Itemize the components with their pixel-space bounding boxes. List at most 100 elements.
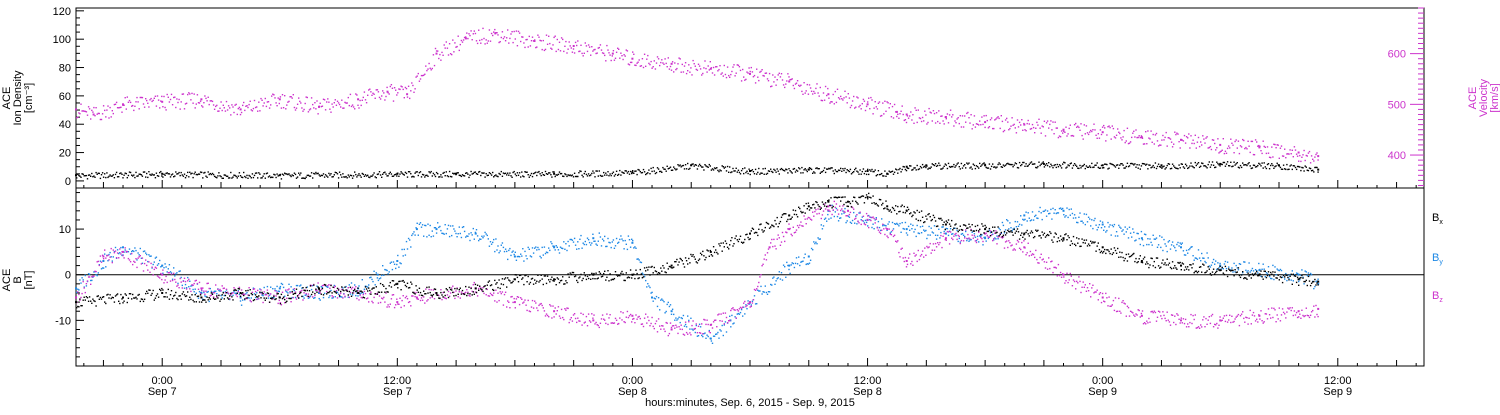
density-dot xyxy=(1205,166,1206,167)
bz-dot xyxy=(1012,249,1013,250)
velocity-dot xyxy=(1025,130,1026,131)
bz-dot xyxy=(894,235,895,236)
bz-dot xyxy=(881,230,882,231)
bz-dot xyxy=(387,304,388,305)
bz-point xyxy=(788,228,790,230)
by-dot xyxy=(619,239,620,240)
bz-dot xyxy=(507,300,508,301)
density-dot xyxy=(134,177,135,178)
by-dot xyxy=(1111,234,1112,235)
bz-dot xyxy=(1282,308,1283,309)
by-dot xyxy=(612,241,613,242)
density-dot xyxy=(602,175,603,176)
velocity-dot xyxy=(647,55,648,56)
density-dot xyxy=(737,171,738,172)
bz-dot xyxy=(173,273,174,274)
by-dot xyxy=(794,267,795,268)
velocity-dot xyxy=(1019,122,1020,123)
bz-dot xyxy=(710,332,711,333)
velocity-dot xyxy=(230,114,231,115)
bz-dot xyxy=(697,332,698,333)
bz-dot xyxy=(891,234,892,235)
bz-dot xyxy=(759,276,760,277)
velocity-dot xyxy=(1167,145,1168,146)
velocity-dot xyxy=(202,106,203,107)
by-dot xyxy=(551,243,552,244)
density-dot xyxy=(1071,162,1072,163)
density-dot xyxy=(1049,166,1050,167)
by-dot xyxy=(311,289,312,290)
density-dot xyxy=(181,172,182,173)
velocity-dot xyxy=(1310,162,1311,163)
bz-dot xyxy=(150,263,151,264)
by-dot xyxy=(948,235,949,236)
velocity-dot xyxy=(311,97,312,98)
bz-dot xyxy=(386,306,387,307)
velocity-dot xyxy=(974,115,975,116)
velocity-dot xyxy=(510,33,511,34)
density-dot xyxy=(750,174,751,175)
x-tick-date: Sep 8 xyxy=(853,386,882,398)
velocity-dot xyxy=(170,99,171,100)
bz-dot xyxy=(473,284,474,285)
by-dot xyxy=(489,246,490,247)
velocity-dot xyxy=(288,101,289,102)
bz-dot xyxy=(289,292,290,293)
density-dot xyxy=(1057,164,1058,165)
velocity-dot xyxy=(569,41,570,42)
by-dot xyxy=(982,244,983,245)
density-dot xyxy=(160,171,161,172)
by-dot xyxy=(1189,248,1190,249)
by-dot xyxy=(609,242,610,243)
by-dot xyxy=(604,236,605,237)
density-dot xyxy=(897,173,898,174)
by-dot xyxy=(1291,279,1292,280)
by-dot xyxy=(1205,262,1206,263)
by-dot xyxy=(394,264,395,265)
by-dot xyxy=(812,249,813,250)
bz-dot xyxy=(183,281,184,282)
bz-dot xyxy=(678,326,679,327)
velocity-dot xyxy=(303,109,304,110)
velocity-dot xyxy=(885,111,886,112)
density-dot xyxy=(1158,164,1159,165)
bz-dot xyxy=(125,247,126,248)
by-dot xyxy=(295,297,296,298)
by-dot xyxy=(726,331,727,332)
bz-dot xyxy=(178,287,179,288)
by-dot xyxy=(1168,241,1169,242)
by-dot xyxy=(426,236,427,237)
velocity-dot xyxy=(313,107,314,108)
bz-dot xyxy=(905,257,906,258)
by-dot xyxy=(510,255,511,256)
density-dot xyxy=(642,172,643,173)
density-dot xyxy=(340,174,341,175)
density-dot xyxy=(294,173,295,174)
velocity-dot xyxy=(823,92,824,93)
density-dot xyxy=(433,173,434,174)
density-dot xyxy=(1058,166,1059,167)
density-dot xyxy=(755,169,756,170)
by-dot xyxy=(936,238,937,239)
velocity-dot xyxy=(1117,128,1118,129)
velocity-dot xyxy=(613,50,614,51)
bz-dot xyxy=(1070,273,1071,274)
bz-dot xyxy=(677,333,678,334)
density-dot xyxy=(424,176,425,177)
velocity-dot xyxy=(925,114,926,115)
density-dot xyxy=(904,166,905,167)
by-dot xyxy=(716,333,717,334)
density-dot xyxy=(187,172,188,173)
velocity-dot xyxy=(339,104,340,105)
velocity-dot xyxy=(1299,155,1300,156)
velocity-dot xyxy=(130,102,131,103)
velocity-dot xyxy=(320,103,321,104)
density-dot xyxy=(853,171,854,172)
density-dot xyxy=(561,173,562,174)
velocity-dot xyxy=(361,105,362,106)
velocity-dot xyxy=(546,35,547,36)
bz-dot xyxy=(426,300,427,301)
by-dot xyxy=(459,226,460,227)
velocity-dot xyxy=(125,97,126,98)
density-dot xyxy=(1062,163,1063,164)
